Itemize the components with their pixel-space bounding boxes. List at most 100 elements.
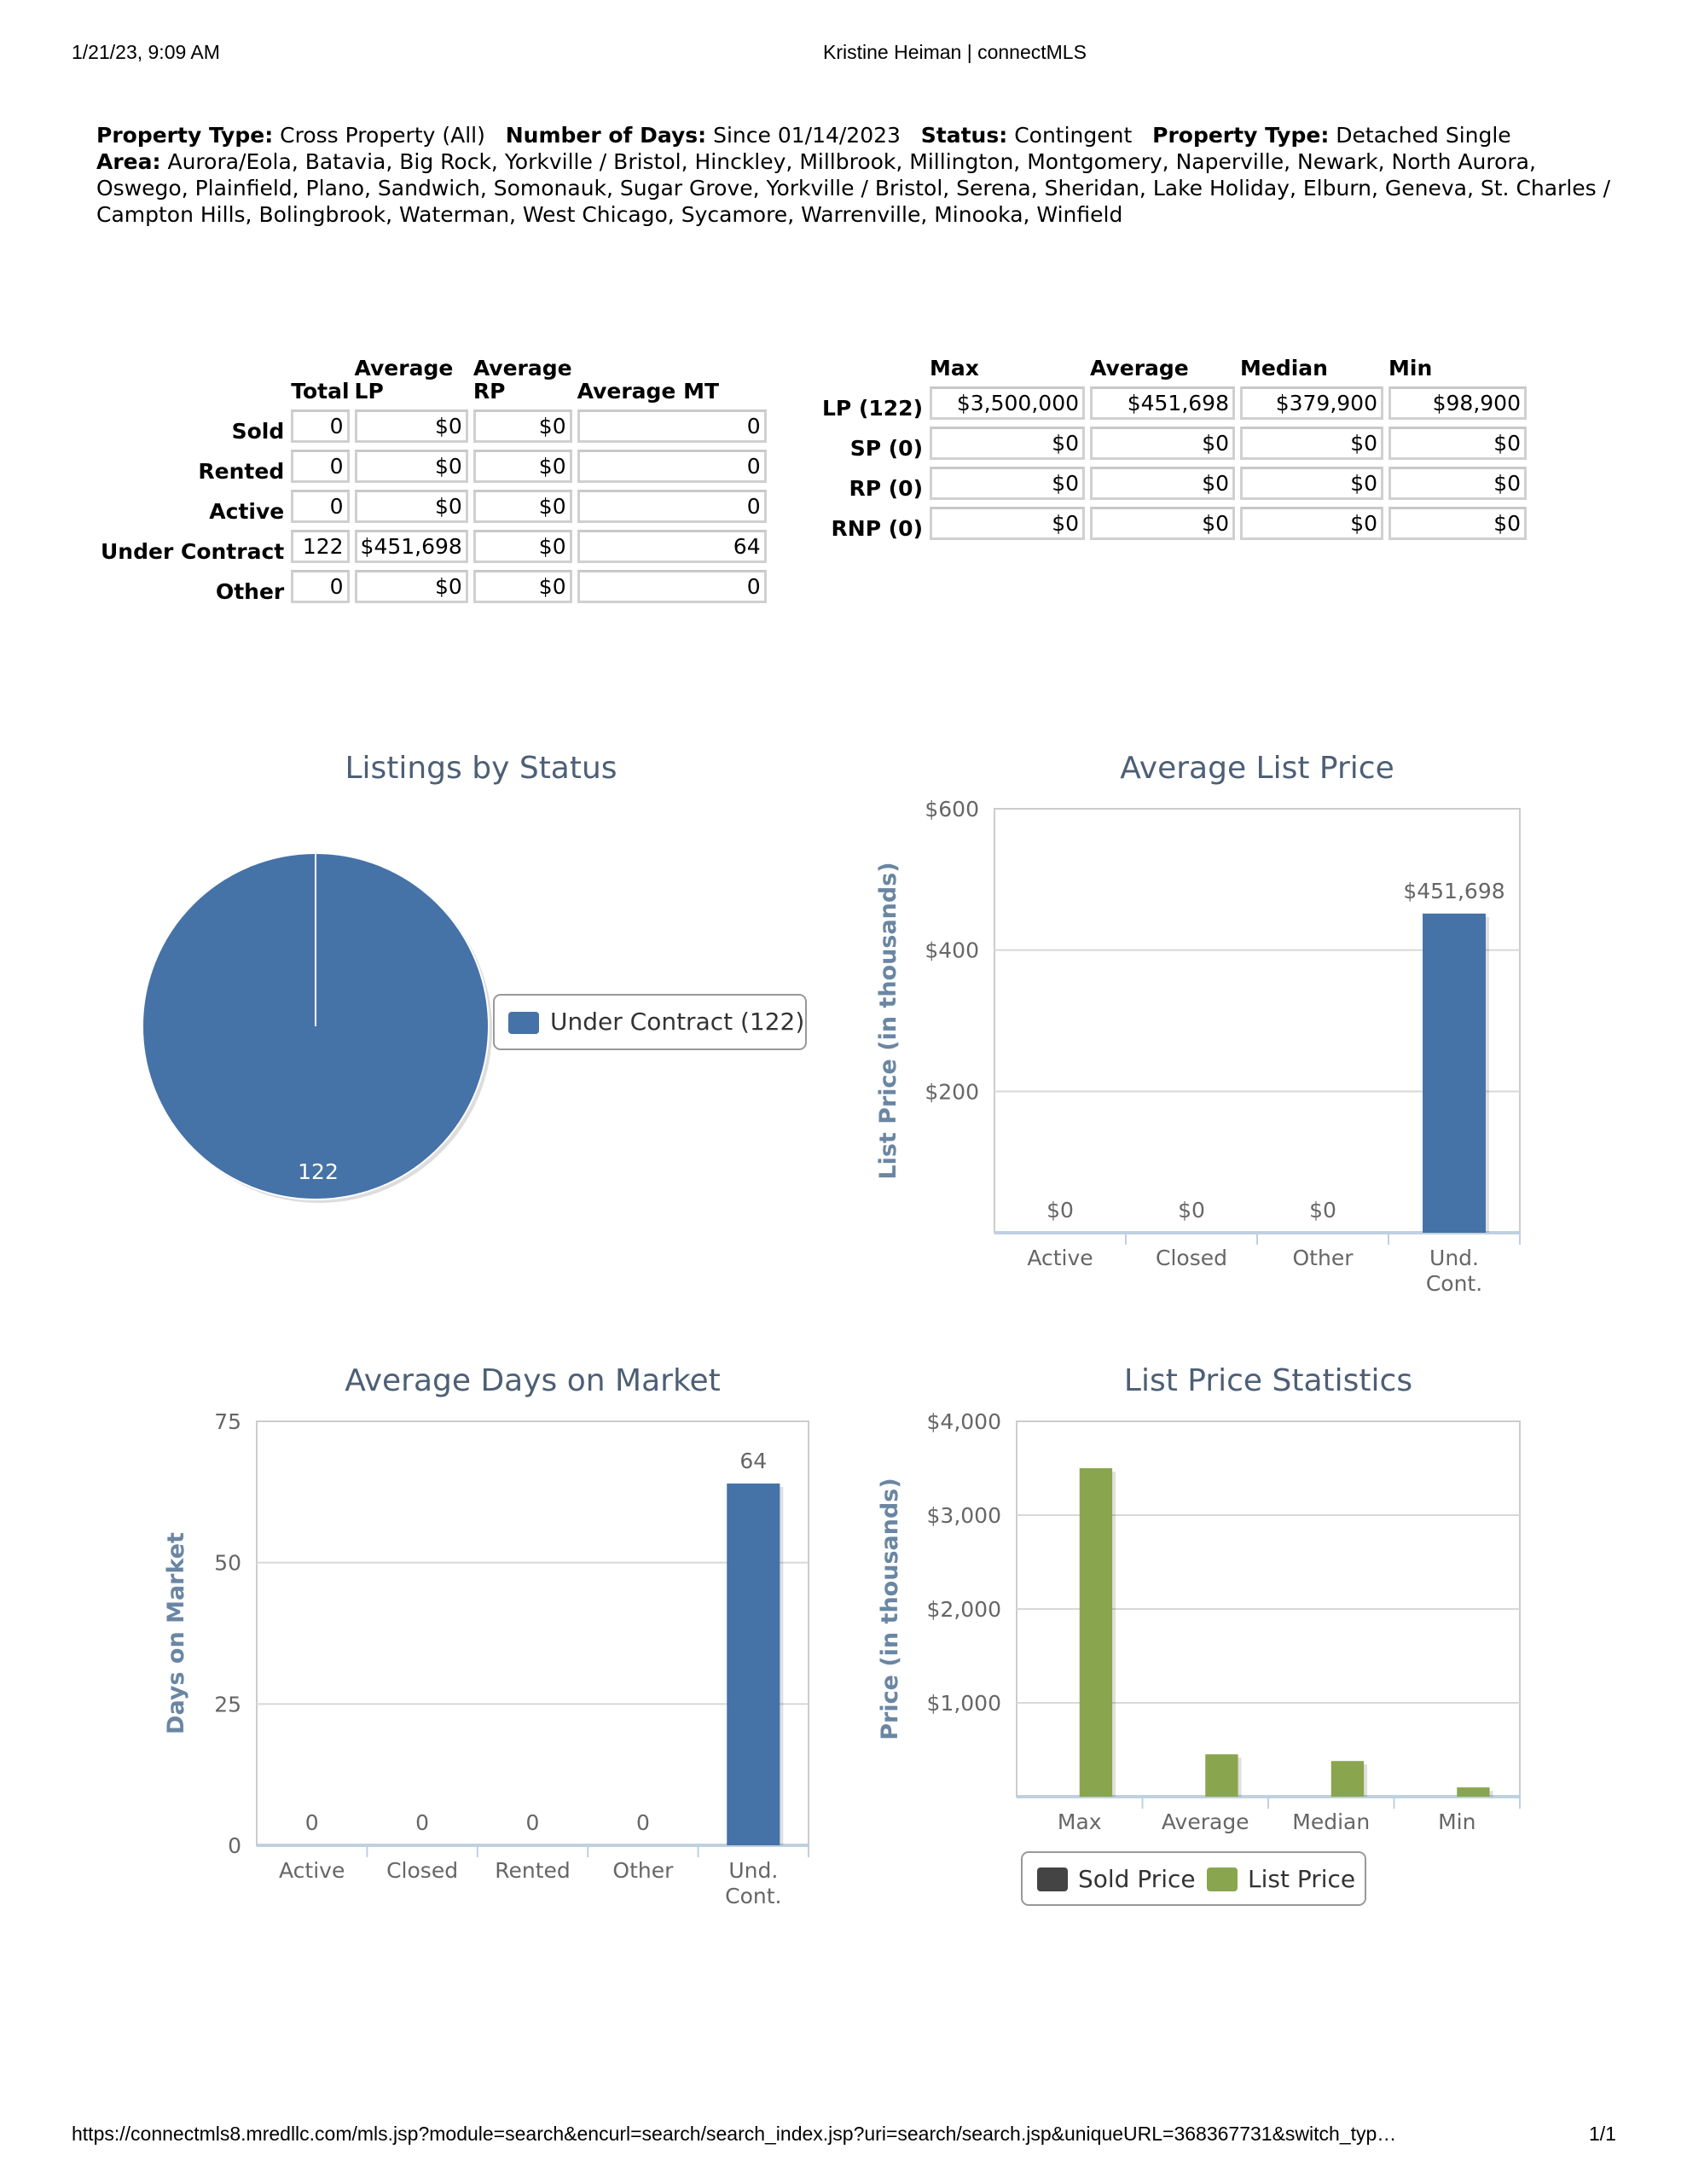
criteria-label: Area: (96, 149, 161, 174)
column-header: Average (1090, 356, 1189, 380)
criteria-value: Contingent (1014, 123, 1133, 148)
table-cell: $0 (354, 410, 468, 443)
criteria-label: Status: (920, 123, 1008, 148)
y-tick-label: $3,000 (927, 1503, 1001, 1528)
row-label: Active (209, 499, 285, 524)
y-axis-label: List Price (in thousands) (875, 862, 901, 1179)
legend-item: List Price (1248, 1865, 1355, 1893)
bar (1205, 1754, 1238, 1797)
chart-title: Average Days on Market (345, 1363, 721, 1398)
table-row: LP (122) $3,500,000 $451,698 $379,900 $98,90… (822, 386, 1527, 420)
column-header: Median (1240, 356, 1328, 380)
table-cell: $0 (354, 570, 468, 603)
criteria-area: Aurora/Eola, Batavia, Big Rock, Yorkvill… (96, 149, 1611, 227)
row-label: Other (215, 579, 285, 604)
table-cell: $3,500,000 (930, 386, 1085, 420)
table-cell: 0 (577, 490, 767, 523)
bar-data-label: 0 (305, 1810, 319, 1835)
table-cell: $0 (472, 450, 572, 483)
table-cell: $0 (354, 490, 468, 523)
page-number: 1/1 (1589, 2123, 1616, 2145)
bar-data-label: $451,698 (1403, 879, 1504, 903)
table-row: RP (0) $0 $0 $0 $0 (822, 467, 1527, 500)
y-tick-label: $2,000 (927, 1597, 1001, 1622)
bar (1457, 1787, 1490, 1797)
x-tick-label: Und. Cont. (725, 1858, 781, 1908)
x-tick-label: Other (612, 1858, 674, 1883)
x-tick-label: Closed (1156, 1246, 1227, 1270)
bar-data-label: 0 (526, 1810, 540, 1835)
table-cell: $98,900 (1388, 386, 1527, 420)
column-header: Average LP (354, 356, 454, 404)
row-label: Under Contract (101, 539, 285, 564)
table-cell: $0 (930, 427, 1085, 460)
table-cell: $0 (472, 490, 572, 523)
table-cell: $0 (930, 467, 1085, 500)
bar (1079, 1468, 1113, 1797)
criteria-label: Property Type: (96, 123, 274, 148)
row-label: Rented (198, 459, 285, 484)
y-axis-label: Days on Market (163, 1532, 189, 1734)
bar-data-label: $0 (1309, 1198, 1336, 1223)
x-tick-label: Closed (386, 1858, 458, 1883)
table-row: Other 0 $0 $0 0 (101, 570, 767, 603)
y-tick-label: 75 (214, 1409, 241, 1434)
table-cell: 0 (291, 570, 350, 603)
y-tick-label: 50 (214, 1551, 241, 1576)
table-cell: 122 (291, 530, 350, 563)
table-cell: $451,698 (354, 530, 468, 563)
legend-swatch (1037, 1867, 1068, 1891)
table-cell: 0 (291, 410, 350, 443)
legend-swatch (1207, 1867, 1238, 1891)
footer-url: https://connectmls8.mredllc.com/mls.jsp?… (72, 2123, 1397, 2145)
y-axis-label: Price (in thousands) (877, 1478, 903, 1740)
x-tick-label: Other (1293, 1246, 1354, 1270)
bar (727, 1483, 780, 1845)
bar-data-label: $0 (1046, 1198, 1074, 1223)
table-cell: $0 (472, 570, 572, 603)
table-cell: $0 (930, 507, 1085, 540)
row-label: RP (0) (849, 476, 923, 501)
y-tick-label: 0 (228, 1833, 241, 1858)
legend-box (493, 994, 807, 1050)
table-row: RNP (0) $0 $0 $0 $0 (822, 507, 1527, 540)
table-cell: $0 (1090, 427, 1235, 460)
table-cell: 0 (291, 490, 350, 523)
table-cell: 0 (291, 450, 350, 483)
table-row: Rented 0 $0 $0 0 (101, 450, 767, 483)
search-criteria: Property Type: Cross Property (All) Numb… (96, 122, 1615, 228)
x-tick-label: Active (279, 1858, 345, 1883)
y-tick-label: $4,000 (927, 1409, 1001, 1434)
table-cell: 0 (577, 410, 767, 443)
y-tick-label: $600 (925, 797, 979, 822)
table-cell: $379,900 (1240, 386, 1383, 420)
table-cell: 0 (577, 570, 767, 603)
criteria-value: Since 01/14/2023 (713, 123, 901, 148)
column-header: Min (1388, 356, 1433, 380)
table-cell: $0 (1388, 507, 1527, 540)
table-cell: $0 (1090, 467, 1235, 500)
table-row: Under Contract 122 $451,698 $0 64 (101, 530, 767, 563)
x-tick-label: Rented (495, 1858, 571, 1883)
column-header: Max (930, 356, 979, 380)
table-row: Active 0 $0 $0 0 (101, 490, 767, 523)
table-cell: $0 (1240, 467, 1383, 500)
plot-border (256, 1420, 809, 1846)
bar (1330, 1761, 1365, 1797)
chart-title: Listings by Status (345, 751, 617, 786)
y-tick-label: 25 (214, 1692, 241, 1716)
y-tick-label: $400 (925, 938, 979, 963)
table-cell: $0 (1240, 507, 1383, 540)
x-tick-label: Und. Cont. (1426, 1246, 1482, 1296)
table-cell: 64 (577, 530, 767, 563)
x-tick-label: Max (1058, 1809, 1102, 1834)
x-tick-label: Active (1027, 1246, 1093, 1270)
criteria-value: Cross Property (All) (280, 123, 485, 148)
legend-box (1021, 1851, 1366, 1906)
column-header: Average MT (577, 379, 720, 404)
table-cell: $0 (1388, 427, 1527, 460)
legend-item: Under Contract (122) (550, 1008, 804, 1036)
column-header: Average RP (472, 356, 572, 404)
table-cell: $0 (1388, 467, 1527, 500)
table-cell: $0 (354, 450, 468, 483)
